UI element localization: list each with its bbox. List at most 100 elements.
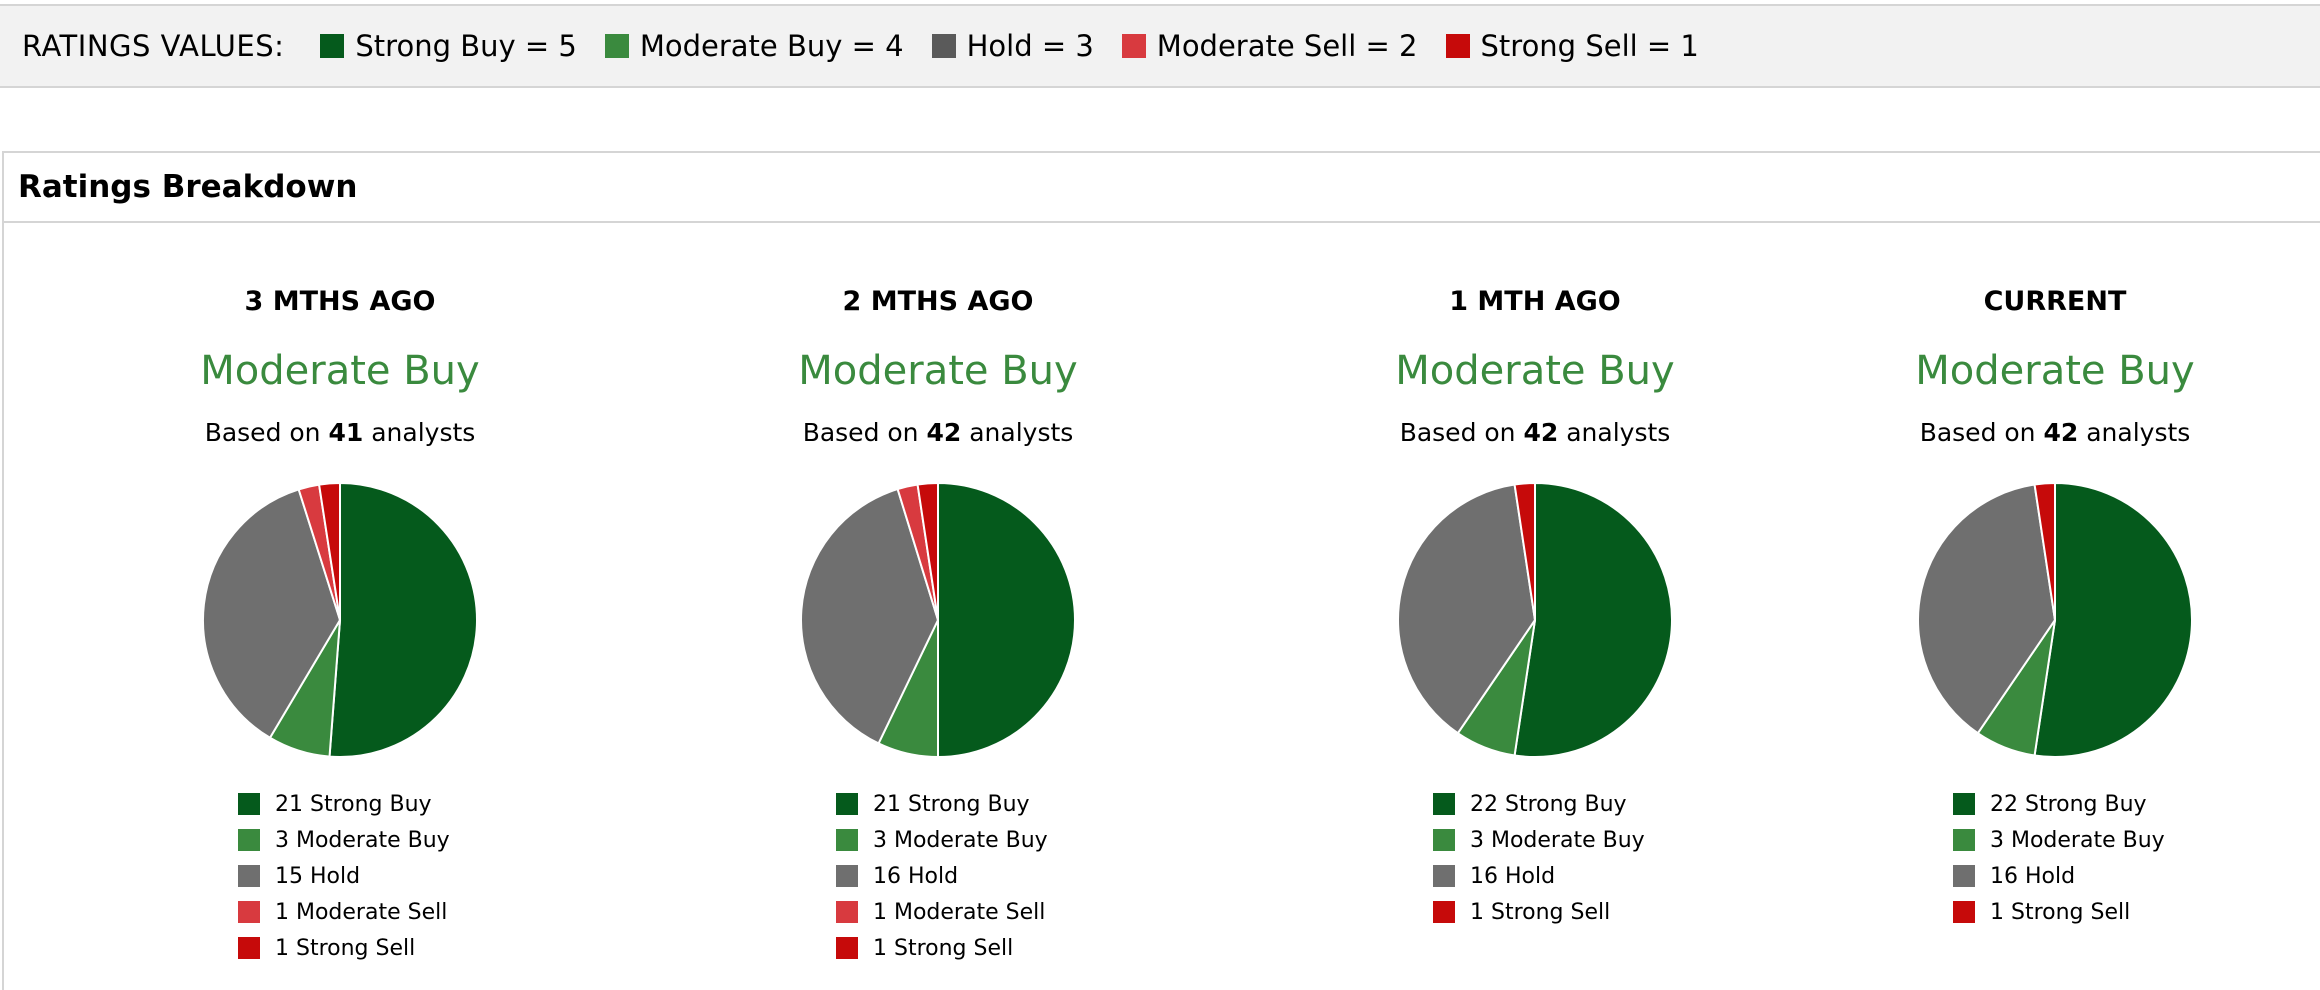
legend-swatch [238, 829, 260, 851]
panel-period-title: 2 MTHS AGO [842, 286, 1034, 317]
legend-item-moderate-sell[interactable]: 1 Moderate Sell [238, 894, 450, 930]
pie-slice-strong-buy[interactable] [2033, 481, 2193, 758]
legend-swatch [1433, 865, 1455, 887]
analysts-suffix: analysts [1558, 418, 1671, 447]
legend-item-moderate-sell[interactable]: 1 Moderate Sell [836, 894, 1048, 930]
legend-swatch [1953, 865, 1975, 887]
legend-label: 3 Moderate Buy [1990, 827, 2165, 853]
legend-label: 1 Strong Sell [873, 935, 1014, 961]
legend-swatch [1953, 829, 1975, 851]
legend-swatch [238, 865, 260, 887]
pie-slice-hold[interactable] [1397, 483, 1537, 735]
legend-item-strong-sell[interactable]: 1 Strong Sell [836, 930, 1048, 966]
pie-slice-strong-buy[interactable] [328, 481, 478, 758]
legend-item-hold[interactable]: 16 Hold [1953, 858, 2165, 894]
legend-label: 3 Moderate Buy [1470, 827, 1645, 853]
pie-legend: 21 Strong Buy 3 Moderate Buy 15 Hold 1 Mode… [238, 786, 450, 966]
rating-panel-current: CURRENT Moderate Buy Based on 42 analyst… [1795, 0, 2315, 990]
ratings-values-title: RATINGS VALUES: [22, 29, 285, 63]
pie-chart [202, 481, 478, 758]
legend-swatch [1433, 793, 1455, 815]
legend-item-strong-sell[interactable]: 1 Strong Sell [1433, 894, 1645, 930]
ratings-breakdown-section: Ratings Breakdown [2, 151, 2320, 990]
legend-item-strong-sell[interactable]: 1 Strong Sell [238, 930, 450, 966]
panel-period-title: CURRENT [1983, 286, 2127, 317]
analysts-prefix: Based on [1399, 418, 1524, 447]
pie-slice-hold[interactable] [202, 488, 342, 740]
legend-label: 16 Hold [873, 863, 959, 889]
legend-label: 1 Strong Sell [1990, 899, 2131, 925]
legend-label: 15 Hold [275, 863, 361, 889]
rating-value-label: Moderate Sell = 2 [1156, 29, 1418, 63]
pie-legend: 22 Strong Buy 3 Moderate Buy 16 Hold 1 Stro… [1953, 786, 2165, 930]
pie-slice-strong-sell[interactable] [2033, 481, 2056, 621]
analysts-number: 42 [2043, 418, 2079, 447]
panel-period-title: 1 MTH AGO [1449, 286, 1621, 317]
legend-item-hold[interactable]: 16 Hold [836, 858, 1048, 894]
pie-slice-hold[interactable] [1917, 483, 2057, 735]
pie-chart [1917, 481, 2193, 758]
rating-value-label: Strong Sell = 1 [1480, 29, 1699, 63]
legend-item-hold[interactable]: 16 Hold [1433, 858, 1645, 894]
rating-value-moderate-buy: Moderate Buy = 4 [604, 29, 904, 63]
legend-swatch [836, 901, 858, 923]
legend-item-strong-buy[interactable]: 22 Strong Buy [1433, 786, 1645, 822]
legend-swatch [238, 937, 260, 959]
legend-item-strong-sell[interactable]: 1 Strong Sell [1953, 894, 2165, 930]
legend-label: 1 Strong Sell [1470, 899, 1611, 925]
legend-item-moderate-buy[interactable]: 3 Moderate Buy [1433, 822, 1645, 858]
legend-swatch [1953, 793, 1975, 815]
legend-item-moderate-buy[interactable]: 3 Moderate Buy [1953, 822, 2165, 858]
legend-label: 1 Moderate Sell [275, 899, 448, 925]
pie-slice-hold[interactable] [800, 487, 940, 745]
legend-swatch [238, 793, 260, 815]
legend-swatch [1953, 901, 1975, 923]
panel-consensus-rating: Moderate Buy [200, 348, 480, 394]
panel-analyst-count: Based on 42 analysts [1795, 418, 2315, 447]
legend-swatch [836, 865, 858, 887]
analysts-prefix: Based on [204, 418, 329, 447]
pie-legend: 21 Strong Buy 3 Moderate Buy 16 Hold 1 Mode… [836, 786, 1048, 966]
legend-item-moderate-buy[interactable]: 3 Moderate Buy [238, 822, 450, 858]
rating-value-label: Moderate Buy = 4 [639, 29, 904, 63]
legend-swatch [1433, 829, 1455, 851]
pie-slice-strong-sell[interactable] [916, 481, 939, 621]
analysts-prefix: Based on [802, 418, 927, 447]
legend-item-hold[interactable]: 15 Hold [238, 858, 450, 894]
legend-item-moderate-buy[interactable]: 3 Moderate Buy [836, 822, 1048, 858]
analysts-number: 42 [1523, 418, 1559, 447]
pie-chart [1397, 481, 1673, 758]
hold-swatch [931, 34, 956, 58]
legend-swatch [836, 829, 858, 851]
moderate-buy-swatch [604, 34, 629, 58]
legend-swatch [836, 793, 858, 815]
legend-label: 16 Hold [1470, 863, 1556, 889]
panel-analyst-count: Based on 42 analysts [1275, 418, 1795, 447]
legend-label: 3 Moderate Buy [275, 827, 450, 853]
panel-period-title: 3 MTHS AGO [244, 286, 436, 317]
pie-slice-strong-sell[interactable] [1513, 481, 1536, 621]
pie-slice-strong-sell[interactable] [317, 481, 341, 621]
pie-slice-strong-buy[interactable] [937, 481, 1076, 759]
analysts-number: 42 [926, 418, 962, 447]
legend-label: 1 Moderate Sell [873, 899, 1046, 925]
pie-legend: 22 Strong Buy 3 Moderate Buy 16 Hold 1 Stro… [1433, 786, 1645, 930]
legend-label: 22 Strong Buy [1990, 791, 2147, 817]
legend-item-strong-buy[interactable]: 21 Strong Buy [836, 786, 1048, 822]
analysts-prefix: Based on [1919, 418, 2044, 447]
strong-buy-swatch [320, 34, 345, 58]
pie-slice-strong-buy[interactable] [1513, 481, 1673, 758]
panel-consensus-rating: Moderate Buy [1395, 348, 1675, 394]
rating-value-strong-buy: Strong Buy = 5 [320, 29, 577, 63]
legend-item-strong-buy[interactable]: 22 Strong Buy [1953, 786, 2165, 822]
analysts-suffix: analysts [961, 418, 1074, 447]
ratings-values-bar: RATINGS VALUES: Strong Buy = 5 Moderate … [0, 4, 2320, 88]
analysts-suffix: analysts [2078, 418, 2191, 447]
rating-value-label: Hold = 3 [966, 29, 1094, 63]
legend-label: 16 Hold [1990, 863, 2076, 889]
analysts-number: 41 [328, 418, 364, 447]
legend-item-strong-buy[interactable]: 21 Strong Buy [238, 786, 450, 822]
legend-swatch [836, 937, 858, 959]
analysts-suffix: analysts [363, 418, 476, 447]
strong-sell-swatch [1445, 34, 1470, 58]
